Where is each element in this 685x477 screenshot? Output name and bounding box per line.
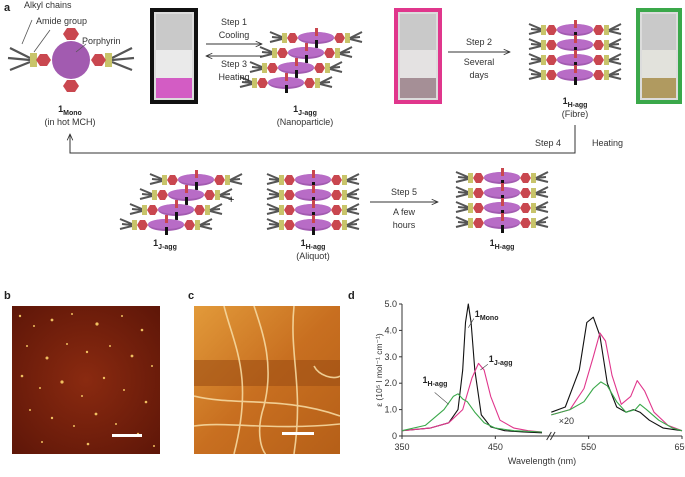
panel-c-label: c — [188, 290, 195, 302]
series-line-j-agg — [401, 362, 543, 433]
panel-c-afm-image — [194, 306, 340, 454]
legend-amide-group: Amide group — [36, 16, 88, 26]
series-line-h-agg — [401, 393, 543, 433]
step5-text-lower: A few hours — [392, 207, 416, 230]
plus-sign: + — [228, 194, 235, 206]
series-line-h-agg — [551, 381, 683, 432]
panel-b-label: b — [4, 290, 11, 302]
series-label-j-agg: 1J-agg — [489, 354, 513, 367]
panel-a-schematic — [7, 8, 682, 236]
monomer-molecule — [7, 19, 135, 92]
x-tick-label: 650 — [674, 442, 685, 452]
absorption-chart: 0 1.0 2.0 3.0 4.0 5.0 350 450 550 650 Wavelength (… — [374, 299, 685, 466]
hagg-pointer — [434, 392, 449, 405]
y-tick-label: 1.0 — [384, 405, 397, 415]
y-tick-label: 2.0 — [384, 378, 397, 388]
mono-pointer — [468, 318, 475, 328]
vial-hagg — [636, 8, 682, 104]
panel-b-scale-bar — [112, 434, 142, 437]
step2-text: Step 2 — [465, 37, 493, 47]
jagg-label: 1J-agg (Nanoparticle) — [276, 104, 334, 127]
series-line-mono — [551, 316, 683, 432]
vial-jagg — [394, 8, 442, 104]
series-line-mono — [401, 303, 543, 434]
step3-text: Step 3 Heating — [218, 59, 250, 82]
axis-break — [546, 431, 552, 441]
magnification-annotation: ×20 — [559, 416, 574, 426]
y-tick-label: 0 — [392, 431, 397, 441]
step1-text: Step 1 Cooling — [218, 17, 250, 40]
bottom-jagg-stack — [119, 169, 243, 236]
step4-arrow — [70, 125, 576, 154]
hagg-label: 1H-agg (Fibre) — [561, 96, 589, 119]
y-tick-label: 4.0 — [384, 325, 397, 335]
step4-action-text: Heating — [592, 138, 624, 148]
legend-porphyrin: Porphyrin — [82, 36, 121, 46]
panel-b-afm-image — [12, 306, 160, 454]
series-label-h-agg: 1H-agg — [423, 375, 448, 388]
x-tick-label: 350 — [394, 442, 409, 452]
series-line-j-agg — [551, 332, 683, 432]
x-tick-label: 450 — [488, 442, 503, 452]
hagg-stack — [528, 19, 622, 86]
vial-mono — [150, 8, 198, 104]
axis-break — [549, 431, 556, 441]
mono-label: 1Mono (in hot MCH) — [44, 104, 96, 127]
step4-text: Step 4 — [535, 138, 562, 148]
y-tick-label: 5.0 — [384, 299, 397, 309]
bottom-result-stack — [455, 167, 549, 234]
bottom-aliquot-label: 1H-agg (Aliquot) — [296, 238, 330, 261]
panel-a-label: a — [4, 2, 11, 14]
bottom-jagg-label: 1J-agg — [153, 238, 177, 251]
bottom-result-label: 1H-agg — [489, 238, 515, 251]
panel-c-scale-bar — [282, 432, 314, 435]
legend-alkyl-chains: Alkyl chains — [24, 0, 72, 10]
bottom-aliquot-stack — [266, 169, 360, 236]
y-axis-label: ε (10⁵ l mol⁻¹ cm⁻¹) — [374, 333, 384, 407]
x-axis-label: Wavelength (nm) — [508, 456, 576, 466]
series-label-mono: 1Mono — [475, 309, 499, 322]
step5-text: Step 5 — [390, 187, 418, 197]
jagg-pointer — [480, 363, 489, 371]
y-tick-label: 3.0 — [384, 352, 397, 362]
x-tick-label: 550 — [581, 442, 596, 452]
step2-text-lower: Several days — [463, 57, 495, 80]
panel-d-label: d — [348, 290, 355, 302]
